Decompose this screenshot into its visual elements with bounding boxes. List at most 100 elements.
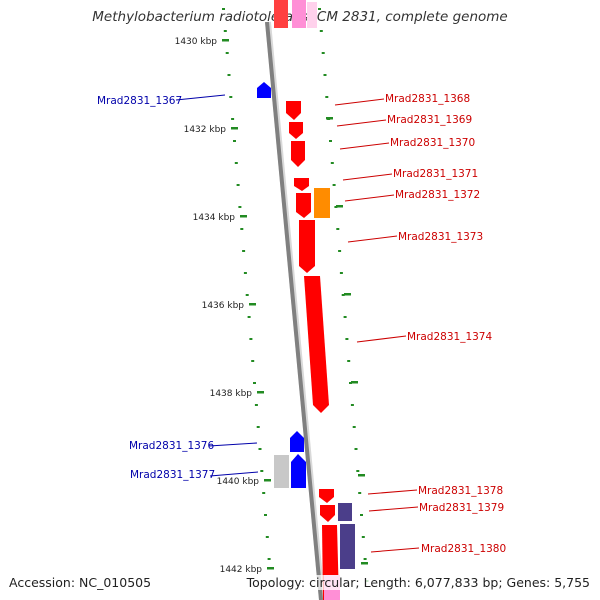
gene-label-mrad2831-1379[interactable]: Mrad2831_1379 bbox=[419, 502, 504, 514]
gene-partial-top-pink bbox=[292, 0, 306, 28]
gene-track bbox=[257, 82, 355, 600]
tick-mark bbox=[264, 479, 271, 482]
track-dot bbox=[256, 426, 260, 428]
leader-line bbox=[370, 547, 420, 553]
tick-mark bbox=[267, 567, 274, 570]
genome-backbone bbox=[265, 21, 323, 600]
tick-mark bbox=[344, 293, 351, 296]
gene-mrad2831-1376[interactable] bbox=[290, 431, 304, 452]
leader-line bbox=[175, 94, 226, 101]
leader-line bbox=[336, 119, 387, 127]
track-dot bbox=[360, 514, 363, 516]
tick-mark bbox=[231, 127, 238, 130]
track-dot bbox=[254, 404, 258, 406]
track-dot bbox=[330, 162, 334, 164]
gene-label-mrad2831-1371[interactable]: Mrad2831_1371 bbox=[393, 168, 478, 180]
gene-mrad2831-1368[interactable] bbox=[286, 101, 301, 120]
track-dot bbox=[332, 184, 336, 186]
gene-mrad2831-1369[interactable] bbox=[289, 122, 303, 139]
gene-mrad2831-1370[interactable] bbox=[291, 141, 305, 167]
track-dot bbox=[350, 404, 354, 406]
tick-label: 1436 kbp bbox=[202, 301, 245, 311]
tick-mark bbox=[361, 562, 368, 565]
track-dot bbox=[318, 8, 321, 10]
gene-gray-neighbor bbox=[274, 455, 289, 488]
track-dot bbox=[336, 228, 340, 230]
track-dot bbox=[352, 426, 356, 428]
tick-label: 1440 kbp bbox=[217, 477, 260, 487]
track-dot bbox=[260, 470, 264, 472]
leader-line bbox=[208, 442, 258, 447]
track-dot bbox=[321, 52, 325, 54]
leader-line bbox=[367, 489, 418, 495]
tick-label: 1438 kbp bbox=[210, 389, 253, 399]
track-dot bbox=[238, 206, 242, 208]
track-dot bbox=[262, 492, 266, 494]
track-dot bbox=[319, 30, 323, 32]
left-dot-track bbox=[222, 8, 273, 582]
accession-text: Accession: NC_010505 bbox=[8, 575, 153, 590]
leader-line bbox=[209, 471, 259, 477]
gene-mrad2831-1373[interactable] bbox=[299, 220, 315, 273]
gene-mrad2831-1378[interactable] bbox=[319, 489, 334, 503]
gene-label-mrad2831-1378[interactable]: Mrad2831_1378 bbox=[418, 485, 503, 497]
gene-label-mrad2831-1380[interactable]: Mrad2831_1380 bbox=[421, 543, 506, 555]
leader-line bbox=[334, 98, 385, 106]
gene-purple-b bbox=[340, 524, 355, 569]
track-dot bbox=[251, 360, 255, 362]
accession-value: Accession: NC_010505 bbox=[8, 575, 153, 590]
track-dot bbox=[338, 250, 342, 252]
track-dot bbox=[361, 536, 365, 538]
gene-label-mrad2831-1377[interactable]: Mrad2831_1377 bbox=[130, 469, 215, 481]
track-dot bbox=[356, 470, 360, 472]
track-dot bbox=[265, 536, 269, 538]
track-dot bbox=[240, 228, 244, 230]
gene-partial-top-red bbox=[274, 0, 288, 28]
gene-mrad2831-1371[interactable] bbox=[294, 178, 309, 191]
track-dot bbox=[243, 272, 247, 274]
track-dot bbox=[325, 96, 329, 98]
gene-mrad2831-1373a[interactable] bbox=[296, 193, 311, 218]
gene-label-mrad2831-1374[interactable]: Mrad2831_1374 bbox=[407, 331, 492, 343]
track-dot bbox=[245, 294, 249, 296]
axis-ticks: 1430 kbp 1432 kbp 1434 kbp 1436 kbp 1438 kbp… bbox=[175, 37, 368, 575]
gene-mrad2831-1379[interactable] bbox=[320, 505, 335, 522]
track-dot bbox=[347, 360, 351, 362]
genome-summary-value: Topology: circular; Length: 6,077,833 bp… bbox=[245, 575, 591, 590]
gene-label-mrad2831-1368[interactable]: Mrad2831_1368 bbox=[385, 93, 470, 105]
gene-purple-a bbox=[338, 503, 352, 521]
gene-mrad2831-1372[interactable] bbox=[314, 188, 330, 218]
genome-summary-text: Topology: circular; Length: 6,077,833 bp… bbox=[245, 575, 591, 590]
track-dot bbox=[323, 74, 327, 76]
track-dot bbox=[267, 558, 271, 560]
gene-label-mrad2831-1369[interactable]: Mrad2831_1369 bbox=[387, 114, 472, 126]
track-dot bbox=[233, 140, 236, 142]
gene-mrad2831-1367[interactable] bbox=[257, 82, 271, 98]
track-dot bbox=[242, 250, 246, 252]
gene-label-mrad2831-1373[interactable]: Mrad2831_1373 bbox=[398, 231, 483, 243]
tick-mark bbox=[257, 391, 264, 394]
tick-mark bbox=[222, 39, 229, 42]
gene-label-mrad2831-1370[interactable]: Mrad2831_1370 bbox=[390, 137, 475, 149]
track-dot bbox=[229, 96, 233, 98]
track-dot bbox=[329, 140, 332, 142]
gene-label-mrad2831-1367[interactable]: Mrad2831_1367 bbox=[97, 95, 182, 107]
gene-mrad2831-1377[interactable] bbox=[291, 454, 306, 488]
track-dot bbox=[358, 492, 362, 494]
track-dot bbox=[227, 74, 231, 76]
track-dot bbox=[354, 448, 358, 450]
gene-label-mrad2831-1372[interactable]: Mrad2831_1372 bbox=[395, 189, 480, 201]
track-dot bbox=[231, 118, 235, 120]
gene-partial-top-light bbox=[307, 2, 317, 28]
track-dot bbox=[247, 316, 251, 318]
tick-label: 1432 kbp bbox=[184, 125, 227, 135]
track-dot bbox=[225, 52, 229, 54]
leader-line bbox=[342, 173, 393, 181]
track-dot bbox=[258, 448, 262, 450]
gene-label-mrad2831-1376[interactable]: Mrad2831_1376 bbox=[129, 440, 214, 452]
track-dot bbox=[339, 272, 343, 274]
track-dot bbox=[345, 338, 349, 340]
tick-label: 1442 kbp bbox=[220, 565, 263, 575]
gene-mrad2831-1374[interactable] bbox=[304, 276, 329, 413]
